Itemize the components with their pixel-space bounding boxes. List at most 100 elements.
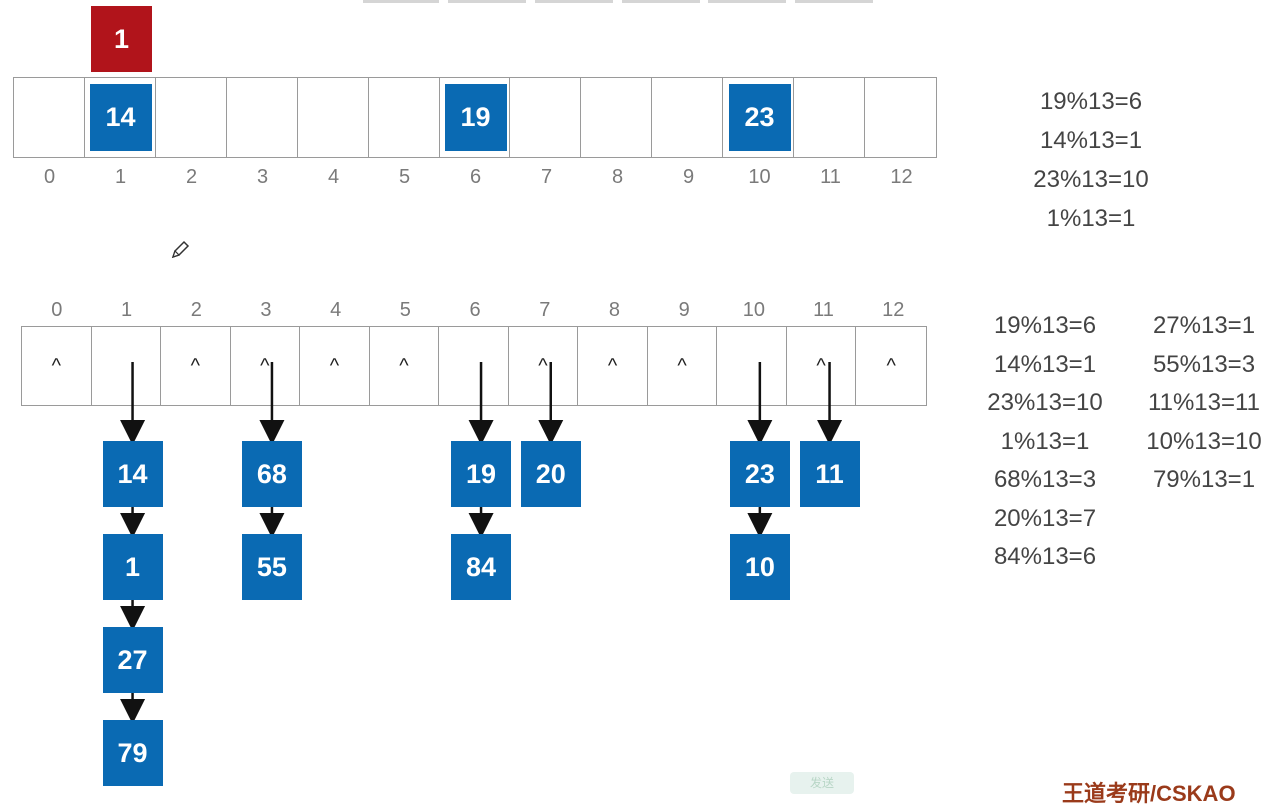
index-label: 11: [820, 166, 841, 188]
top-tab[interactable]: [708, 0, 786, 3]
formula-line: 27%13=1: [1152, 312, 1256, 339]
hash-slot: [581, 78, 653, 157]
top-tab[interactable]: [622, 0, 700, 3]
index-label: 11: [813, 299, 834, 321]
index-label: 7: [540, 166, 553, 188]
null-pointer-marker: ^: [399, 355, 409, 377]
bucket-slot: ^: [787, 327, 857, 405]
null-pointer-marker: ^: [538, 355, 548, 377]
hash-slot: [85, 78, 156, 157]
index-label: 1: [120, 299, 133, 321]
index-label: 4: [330, 299, 342, 321]
null-pointer-marker: ^: [607, 355, 618, 377]
index-label: 9: [682, 166, 695, 188]
top-tab[interactable]: [795, 0, 873, 3]
index-label: 0: [43, 166, 56, 188]
index-label: 2: [190, 299, 202, 321]
bucket-slot: ^: [648, 327, 718, 405]
watermark: 王道考研/CSKAO: [1062, 781, 1236, 806]
formula-line: 79%13=1: [1152, 466, 1256, 493]
top-tab[interactable]: [448, 0, 526, 3]
incoming-key-box: 1: [91, 6, 152, 72]
hash-slot: [652, 78, 724, 157]
chain-node: 55: [241, 534, 302, 600]
hash-slot-value: 23: [728, 84, 791, 151]
formula-line: 20%13=7: [993, 504, 1097, 532]
hash-slot-value: 19: [444, 84, 507, 151]
chain-node: 20: [520, 441, 581, 507]
formula-line: 19%13=6: [1039, 88, 1143, 115]
hash-slot: [723, 78, 795, 157]
null-pointer-marker: ^: [329, 355, 340, 377]
index-label: 0: [51, 299, 63, 321]
index-label: 7: [539, 299, 551, 321]
index-label: 4: [327, 166, 340, 188]
index-label: 8: [611, 166, 624, 188]
index-label: 10: [742, 299, 765, 321]
bucket-slot: [92, 327, 162, 405]
hash-slot: [510, 78, 582, 157]
chain-node: 27: [102, 627, 163, 693]
formula-line: 10%13=10: [1146, 427, 1262, 455]
hash-slot: [14, 78, 85, 157]
bucket-slot: ^: [509, 327, 579, 405]
chain-node: 23: [729, 441, 790, 507]
chain-node: 10: [729, 534, 790, 600]
bucket-slot: ^: [370, 327, 440, 405]
bucket-slot: ^: [22, 327, 92, 405]
index-label: 10: [748, 166, 771, 188]
chain-node: 19: [451, 441, 512, 507]
formula-line: 14%13=1: [1039, 127, 1143, 154]
formula-line: 19%13=6: [993, 312, 1097, 339]
hash-slot: [298, 78, 369, 157]
chain-node: 1: [102, 534, 163, 600]
top-tab[interactable]: [535, 0, 613, 3]
bucket-slot: ^: [300, 327, 370, 405]
formula-line: 14%13=1: [993, 350, 1097, 378]
index-label: 5: [398, 166, 411, 188]
formula-line: 11%13=11: [1148, 389, 1260, 416]
formula-line: 23%13=10: [1033, 166, 1149, 193]
chain-node: 84: [451, 534, 512, 600]
index-label: 3: [256, 166, 269, 188]
formula-line: 84%13=6: [993, 543, 1097, 570]
bucket-slot: ^: [856, 327, 926, 405]
index-label: 5: [399, 299, 411, 321]
bucket-slot: ^: [231, 327, 301, 405]
index-label: 12: [882, 299, 905, 321]
index-label: 3: [260, 299, 272, 321]
bucket-slot: [439, 327, 509, 405]
chain-node: 11: [799, 441, 860, 507]
index-label: 12: [890, 166, 913, 188]
top-tab[interactable]: [363, 0, 439, 3]
formula-line: 23%13=10: [987, 389, 1103, 416]
index-label: 1: [114, 166, 127, 188]
chain-node: 79: [102, 720, 163, 786]
null-pointer-marker: ^: [51, 355, 61, 377]
hash-slot: [794, 78, 866, 157]
index-label: 2: [185, 166, 198, 188]
hash-slot: [156, 78, 227, 157]
null-pointer-marker: ^: [816, 355, 826, 377]
formula-line: 55%13=3: [1152, 350, 1256, 378]
chain-node: 14: [102, 441, 163, 507]
hash-slot: [440, 78, 511, 157]
null-pointer-marker: ^: [677, 355, 687, 377]
index-label: 6: [469, 299, 481, 321]
index-label: 9: [678, 299, 690, 321]
index-label: 6: [469, 166, 482, 188]
formula-line: 68%13=3: [993, 466, 1097, 493]
null-pointer-marker: ^: [260, 355, 270, 377]
bucket-slot: [717, 327, 787, 405]
chain-table-array: ^ ^ ^ ^ ^ ^ ^ ^ ^ ^: [21, 326, 927, 406]
bucket-slot: ^: [578, 327, 648, 405]
formula-line: 1%13=1: [1000, 427, 1090, 455]
chain-node: 68: [241, 441, 302, 507]
send-button[interactable]: 发送: [790, 772, 854, 794]
null-pointer-marker: ^: [190, 355, 201, 377]
bucket-slot: ^: [161, 327, 231, 405]
pencil-icon[interactable]: [170, 240, 190, 260]
hash-slot-value: 14: [89, 84, 152, 151]
hash-slot: [369, 78, 440, 157]
